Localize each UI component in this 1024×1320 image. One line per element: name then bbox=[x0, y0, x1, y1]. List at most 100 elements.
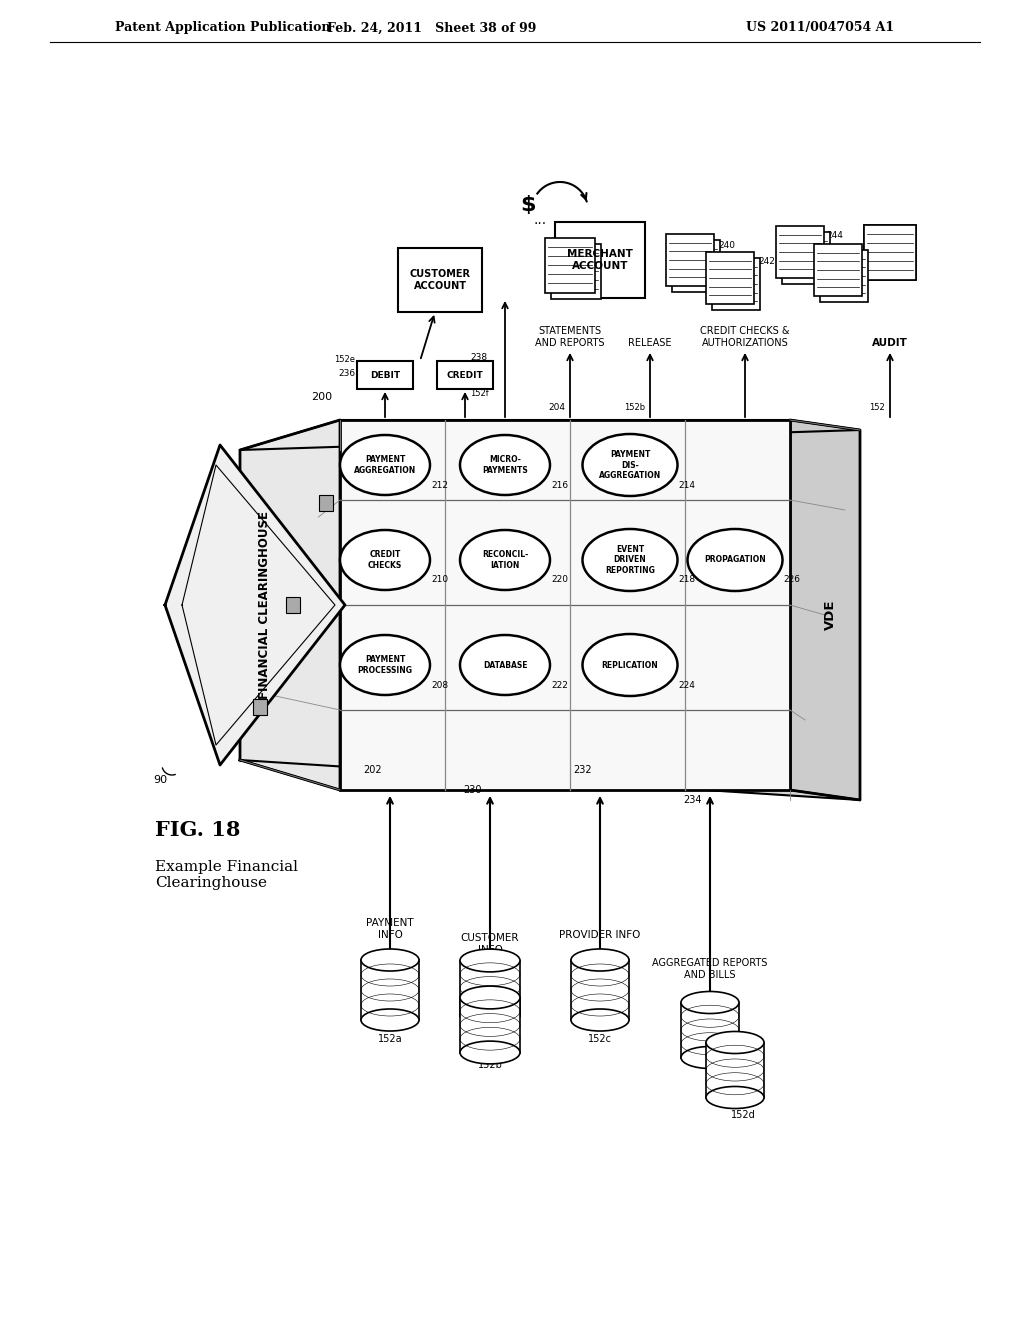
Text: DEBIT: DEBIT bbox=[370, 371, 400, 380]
Polygon shape bbox=[240, 420, 860, 450]
Text: DATABASE: DATABASE bbox=[482, 660, 527, 669]
Ellipse shape bbox=[460, 531, 550, 590]
Text: MERCHANT
ACCOUNT: MERCHANT ACCOUNT bbox=[567, 249, 633, 271]
Bar bbox=[545, 238, 595, 293]
Bar bbox=[864, 224, 916, 280]
Bar bbox=[319, 495, 333, 511]
Text: 238: 238 bbox=[470, 352, 487, 362]
Ellipse shape bbox=[340, 436, 430, 495]
Text: 152b: 152b bbox=[477, 1060, 503, 1071]
Text: Patent Application Publication: Patent Application Publication bbox=[115, 21, 331, 34]
Bar bbox=[782, 232, 830, 284]
Text: EVENT
DRIVEN
REPORTING: EVENT DRIVEN REPORTING bbox=[605, 545, 655, 576]
Bar bbox=[814, 244, 862, 296]
Text: PAYMENT
PROCESSING: PAYMENT PROCESSING bbox=[357, 655, 413, 675]
Text: AUDIT: AUDIT bbox=[872, 338, 908, 348]
Text: PAYMENT
INFO: PAYMENT INFO bbox=[367, 919, 414, 940]
Text: 230: 230 bbox=[464, 785, 482, 795]
Text: 152i: 152i bbox=[864, 249, 884, 259]
Text: 152e: 152e bbox=[334, 355, 355, 364]
Bar bbox=[361, 960, 419, 1020]
Text: MICRO-
PAYMENTS: MICRO- PAYMENTS bbox=[482, 455, 528, 475]
Text: $: $ bbox=[520, 195, 536, 215]
Bar bbox=[286, 597, 300, 612]
Bar bbox=[551, 243, 601, 298]
Text: 210: 210 bbox=[431, 576, 449, 585]
Text: 212: 212 bbox=[431, 480, 449, 490]
Bar bbox=[681, 1002, 739, 1057]
Text: RELEASE: RELEASE bbox=[629, 338, 672, 348]
Text: 218: 218 bbox=[678, 576, 695, 585]
Text: 152b: 152b bbox=[624, 403, 645, 412]
Text: 208: 208 bbox=[431, 681, 449, 689]
Ellipse shape bbox=[460, 986, 520, 1008]
Text: 216: 216 bbox=[551, 480, 568, 490]
Text: FINANCIAL CLEARINGHOUSE: FINANCIAL CLEARINGHOUSE bbox=[258, 511, 271, 700]
Bar bbox=[253, 700, 267, 715]
Text: 226: 226 bbox=[783, 576, 800, 585]
Polygon shape bbox=[165, 445, 345, 766]
Text: 152b: 152b bbox=[551, 292, 573, 301]
Text: US 2011/0047054 A1: US 2011/0047054 A1 bbox=[745, 21, 894, 34]
Text: 204: 204 bbox=[548, 403, 565, 412]
Polygon shape bbox=[240, 760, 860, 800]
Ellipse shape bbox=[340, 531, 430, 590]
Text: Example Financial
Clearinghouse: Example Financial Clearinghouse bbox=[155, 861, 298, 890]
Text: 244: 244 bbox=[826, 231, 843, 240]
Text: 220: 220 bbox=[551, 576, 568, 585]
Ellipse shape bbox=[361, 949, 419, 972]
Bar bbox=[460, 961, 520, 1015]
Text: CREDIT CHECKS &
AUTHORIZATIONS: CREDIT CHECKS & AUTHORIZATIONS bbox=[700, 326, 790, 348]
Ellipse shape bbox=[706, 1031, 764, 1053]
Text: AGGREGATED REPORTS
AND BILLS: AGGREGATED REPORTS AND BILLS bbox=[652, 958, 768, 979]
Bar bbox=[706, 252, 754, 304]
Text: 242: 242 bbox=[758, 257, 775, 267]
Text: 152c: 152c bbox=[588, 1034, 612, 1044]
Text: CUSTOMER
INFO: CUSTOMER INFO bbox=[461, 933, 519, 954]
Bar bbox=[437, 360, 493, 389]
Bar bbox=[864, 224, 916, 280]
Text: 152a: 152a bbox=[378, 1034, 402, 1044]
Text: PAYMENT
AGGREGATION: PAYMENT AGGREGATION bbox=[354, 455, 416, 475]
Text: RECONCIL-
IATION: RECONCIL- IATION bbox=[482, 550, 528, 570]
Text: 224: 224 bbox=[678, 681, 695, 689]
Text: 152d: 152d bbox=[731, 1110, 756, 1119]
Ellipse shape bbox=[340, 635, 430, 696]
Text: REPLICATION: REPLICATION bbox=[602, 660, 658, 669]
Ellipse shape bbox=[681, 991, 739, 1014]
Text: 152h: 152h bbox=[795, 275, 817, 284]
Ellipse shape bbox=[681, 1047, 739, 1068]
Bar bbox=[712, 257, 760, 310]
Text: 214: 214 bbox=[678, 480, 695, 490]
Text: FIG. 18: FIG. 18 bbox=[155, 820, 241, 840]
Text: 200: 200 bbox=[311, 392, 332, 403]
Text: PROPAGATION: PROPAGATION bbox=[705, 556, 766, 565]
Ellipse shape bbox=[361, 1008, 419, 1031]
Text: 236: 236 bbox=[338, 368, 355, 378]
Text: VDE: VDE bbox=[823, 599, 837, 630]
Polygon shape bbox=[240, 420, 340, 789]
Bar bbox=[666, 234, 714, 286]
Bar bbox=[820, 249, 868, 302]
Bar bbox=[571, 960, 629, 1020]
Text: 152: 152 bbox=[869, 403, 885, 412]
Text: 222: 222 bbox=[551, 681, 568, 689]
Text: 232: 232 bbox=[573, 766, 592, 775]
Ellipse shape bbox=[460, 1041, 520, 1064]
Text: ...: ... bbox=[534, 213, 547, 227]
Ellipse shape bbox=[571, 949, 629, 972]
Ellipse shape bbox=[460, 1005, 520, 1027]
Ellipse shape bbox=[706, 1086, 764, 1109]
Bar bbox=[672, 240, 720, 292]
Bar bbox=[398, 248, 482, 312]
Polygon shape bbox=[790, 420, 860, 800]
Bar bbox=[460, 998, 520, 1052]
Text: 152f: 152f bbox=[470, 388, 488, 397]
Text: Feb. 24, 2011   Sheet 38 of 99: Feb. 24, 2011 Sheet 38 of 99 bbox=[328, 21, 537, 34]
Bar bbox=[357, 360, 413, 389]
Ellipse shape bbox=[583, 434, 678, 496]
Text: 240: 240 bbox=[718, 240, 735, 249]
Ellipse shape bbox=[583, 634, 678, 696]
Ellipse shape bbox=[460, 949, 520, 972]
Bar bbox=[776, 226, 824, 279]
